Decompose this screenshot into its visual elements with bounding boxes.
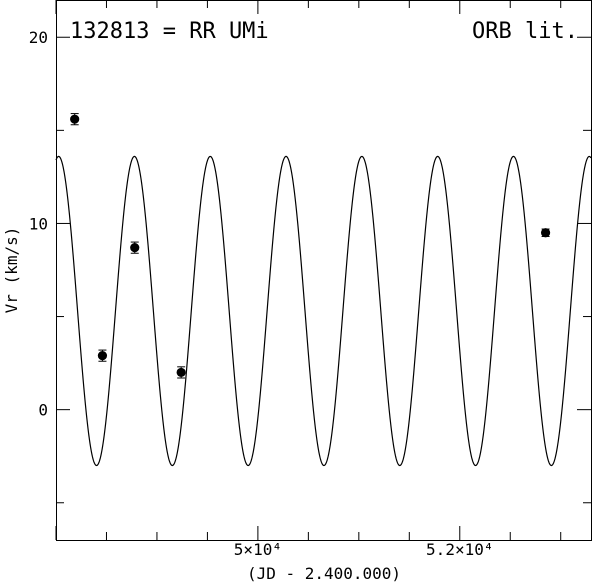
data-point	[130, 243, 140, 253]
chart-annotation: ORB lit.	[472, 19, 578, 44]
data-points-layer	[70, 113, 551, 379]
x-tick-label: 5.2×10⁴	[426, 540, 493, 559]
y-tick-group: 0 10 20	[29, 28, 591, 504]
x-tick-group: 5×10⁴ 5.2×10⁴	[55, 0, 562, 559]
orbit-curve	[55, 155, 592, 467]
x-axis-label: (JD - 2.400.000)	[247, 564, 401, 583]
orbit-curve-layer	[55, 155, 592, 467]
chart-title: 132813 = RR UMi	[70, 19, 269, 44]
y-tick-label: 0	[38, 401, 48, 420]
data-point	[540, 228, 551, 238]
y-tick-label: 20	[29, 28, 48, 47]
data-point	[70, 114, 80, 124]
y-axis-label: Vr (km/s)	[2, 227, 21, 314]
plot-frame	[56, 0, 592, 541]
x-tick-label: 5×10⁴	[234, 540, 282, 559]
data-point	[97, 351, 108, 361]
data-point	[176, 367, 186, 378]
y-tick-label: 10	[29, 214, 48, 233]
